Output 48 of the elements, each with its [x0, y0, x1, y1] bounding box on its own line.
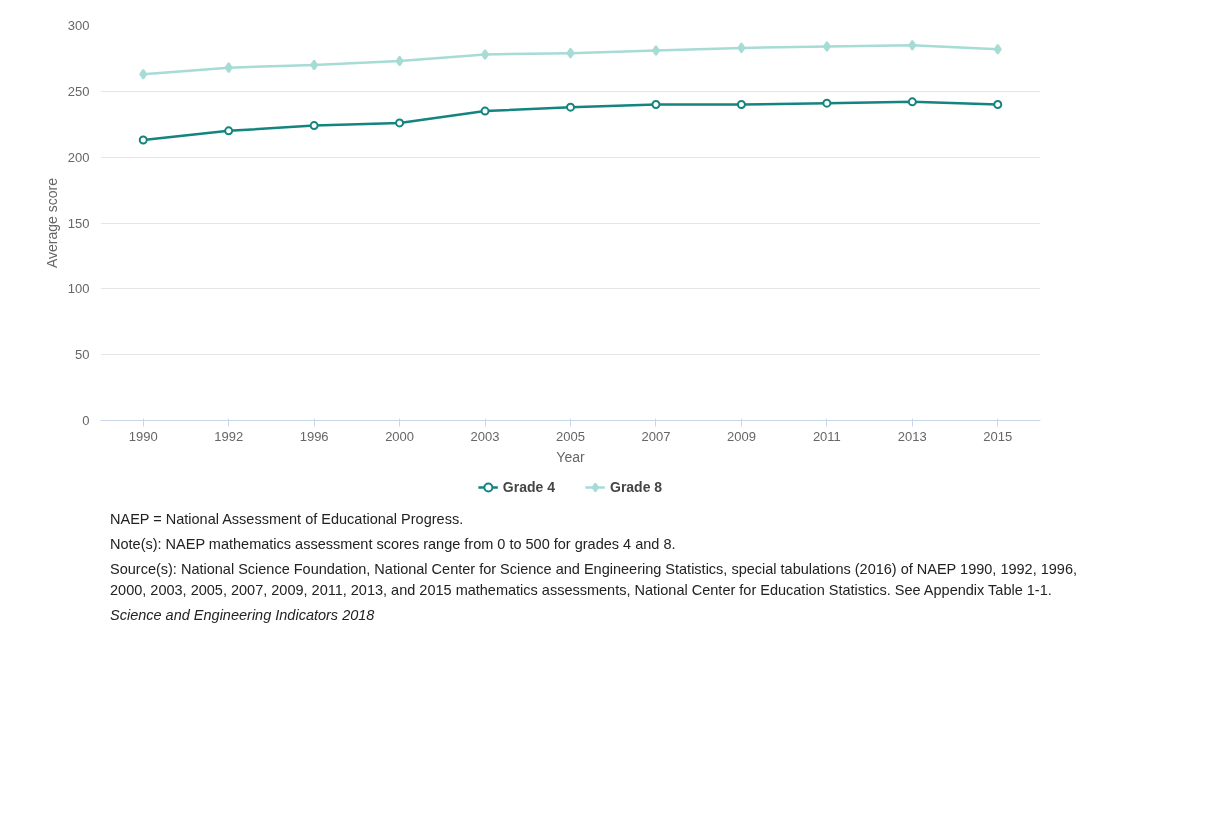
text: NAEP = National Assessment of Educational Progress.: [110, 510, 464, 529]
point: [736, 100, 746, 109]
point: [908, 39, 917, 51]
point: [224, 62, 233, 74]
x-tick-label: 1992: [214, 428, 244, 444]
point: [310, 59, 319, 71]
y-tick-label: 100: [67, 281, 90, 297]
point: [822, 98, 832, 108]
x-tick-label: 2011: [812, 428, 841, 444]
y-tick-label: 50: [75, 347, 90, 363]
point: [651, 100, 661, 109]
point: [651, 45, 660, 57]
text: Science and Engineering Indicators 2018: [110, 606, 375, 626]
y-tick-label: 200: [67, 149, 90, 165]
point: [822, 41, 831, 53]
point: [993, 100, 1003, 109]
x-tick-label: 2015: [983, 428, 1013, 444]
point: [566, 102, 575, 112]
y-tick-label: 150: [67, 215, 90, 231]
x-tick-label: 2013: [897, 428, 927, 444]
point: [737, 42, 746, 54]
point: [907, 97, 917, 107]
point: [481, 48, 490, 60]
x-tick-label: 2005: [556, 428, 585, 444]
point: [139, 68, 148, 80]
point: [993, 43, 1002, 55]
x-tick-label: 2009: [726, 428, 756, 444]
legend-label: Grade 4: [502, 479, 555, 495]
point: [309, 121, 319, 131]
x-axis-title: Year: [556, 448, 585, 465]
source-note: Source(s): National Science Foundation, National Center for Science and Engineering Statistics, special tabulations (2016) of NAEP 1990, 1992, 1996, 2000, 2003, 2005, 2007, 2009, 2011, 2013, and 2015 mathematics assessments, National Center for Education Statistics. See Appendix Table 1-1.: [110, 560, 1078, 601]
point: [566, 47, 575, 59]
x-tick-label: 2000: [385, 428, 415, 444]
legend-label: Grade 8: [610, 479, 663, 495]
y-axis-title: Average score: [43, 177, 60, 269]
y-tick-label: 300: [67, 18, 90, 33]
text: Note(s): NAEP mathematics assessment scores range from 0 to 500 for grades 4 and 8.: [110, 535, 676, 554]
point: [395, 118, 405, 128]
x-tick-label: 1990: [128, 428, 158, 444]
y-tick-label: 0: [82, 413, 90, 428]
y-tick-label: 250: [67, 83, 90, 99]
x-tick-label: 2007: [641, 428, 671, 444]
point: [395, 55, 404, 67]
point: [480, 106, 490, 116]
x-tick-label: 2003: [470, 428, 500, 444]
point: [224, 126, 234, 136]
point: [138, 135, 148, 145]
x-tick-label: 1996: [299, 428, 329, 444]
